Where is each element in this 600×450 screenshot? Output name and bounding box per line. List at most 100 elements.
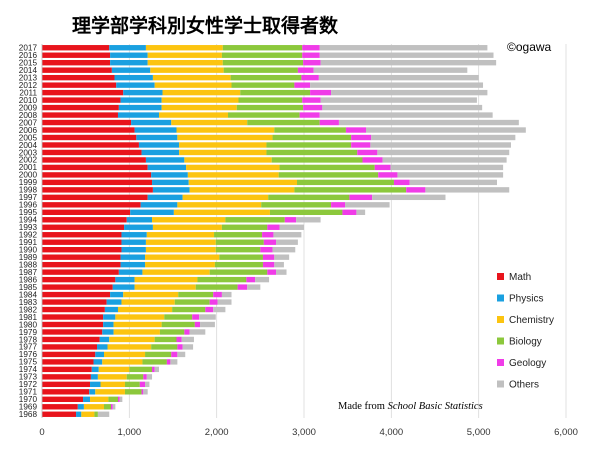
bar-segment-math — [42, 261, 121, 268]
bar-segment-chemistry — [83, 404, 105, 410]
bar-segment-others — [382, 157, 507, 163]
bar-row-1974 — [42, 366, 160, 373]
legend-item-geology: Geology — [497, 358, 546, 369]
x-axis: 0 1,000 2,000 3,000 4,000 5,000 6,000 — [39, 427, 578, 438]
bar-segment-physics — [99, 336, 110, 343]
bar-segment-geology — [139, 381, 146, 388]
bar-segment-chemistry — [188, 179, 298, 186]
bar-segment-chemistry — [146, 232, 215, 238]
y-tick-label: 1985 — [19, 283, 38, 292]
bar-segment-math — [42, 157, 146, 163]
bars — [42, 45, 526, 417]
bar-segment-physics — [121, 232, 147, 238]
bar-segment-others — [247, 284, 261, 290]
y-tick-label: 1968 — [19, 410, 38, 419]
bar-segment-math — [42, 247, 122, 253]
y-tick-label: 1972 — [19, 380, 38, 389]
bar-segment-others — [338, 119, 519, 126]
bar-segment-chemistry — [154, 82, 232, 88]
bar-segment-physics — [120, 261, 146, 268]
bar-segment-physics — [120, 97, 162, 103]
bar-segment-math — [42, 411, 77, 417]
bar-segment-biology — [240, 89, 311, 96]
bar-segment-biology — [219, 254, 263, 260]
bar-segment-others — [146, 374, 153, 380]
bar-segment-biology — [294, 187, 407, 193]
bar-segment-math — [42, 104, 119, 111]
y-tick-label: 1983 — [19, 298, 38, 307]
bar-segment-math — [42, 89, 124, 96]
bar-segment-geology — [205, 306, 214, 313]
bar-segment-others — [143, 389, 148, 395]
bar-segment-biology — [261, 202, 332, 208]
bar-segment-math — [42, 276, 116, 283]
y-tick-label: 1969 — [19, 403, 38, 412]
bar-segment-others — [319, 112, 493, 118]
bar-segment-others — [272, 247, 296, 253]
legend-label: Geology — [509, 358, 546, 369]
bar-segment-physics — [93, 359, 103, 365]
bar-segment-biology — [214, 261, 263, 268]
bar-row-2000 — [42, 172, 504, 178]
bar-segment-biology — [236, 104, 304, 111]
bar-segment-physics — [110, 60, 148, 66]
bar-segment-biology — [151, 344, 178, 350]
legend-item-others: Others — [497, 380, 539, 391]
bar-row-2007 — [42, 119, 519, 126]
legend-item-chemistry: Chemistry — [497, 315, 554, 326]
bar-segment-biology — [221, 224, 268, 230]
bar-segment-geology — [260, 247, 273, 253]
bar-segment-physics — [131, 119, 172, 126]
legend-swatch — [497, 294, 504, 302]
bar-segment-physics — [120, 254, 146, 260]
bar-segment-math — [42, 291, 111, 298]
bar-segment-geology — [351, 134, 372, 141]
bar-segment-others — [255, 276, 270, 283]
x-tick-label: 3,000 — [292, 427, 316, 438]
bar-segment-chemistry — [152, 74, 231, 81]
bar-segment-chemistry — [145, 239, 216, 245]
bar-segment-biology — [145, 351, 172, 358]
bar-row-1998 — [42, 187, 510, 193]
bar-segment-chemistry — [100, 381, 125, 388]
bar-segment-others — [181, 336, 194, 343]
bar-segment-geology — [302, 97, 321, 103]
bar-segment-physics — [110, 291, 124, 298]
bar-segment-math — [42, 344, 98, 350]
bar-segment-physics — [90, 374, 98, 380]
bar-segment-others — [189, 329, 206, 335]
bar-segment-physics — [140, 202, 178, 208]
y-tick-label: 2003 — [19, 148, 38, 157]
bar-segment-geology — [331, 202, 346, 208]
bar-segment-chemistry — [159, 112, 229, 118]
bar-row-1976 — [42, 351, 186, 358]
bar-segment-biology — [228, 112, 300, 118]
y-tick-label: 2008 — [19, 111, 38, 120]
y-tick-label: 2017 — [19, 44, 38, 53]
bar-segment-biology — [209, 269, 268, 275]
y-tick-label: 1998 — [19, 186, 38, 195]
bar-segment-biology — [197, 276, 247, 283]
bar-segment-math — [42, 224, 125, 230]
bar-segment-chemistry — [147, 60, 223, 66]
bar-row-2010 — [42, 97, 477, 103]
bar-segment-physics — [126, 217, 153, 223]
bar-segment-geology — [393, 179, 410, 186]
bar-segment-chemistry — [121, 299, 175, 305]
bar-segment-biology — [142, 359, 167, 365]
bar-segment-chemistry — [150, 67, 224, 73]
bar-segment-chemistry — [134, 284, 196, 290]
bar-segment-biology — [195, 284, 238, 290]
source-title: School Basic Statistics — [388, 401, 483, 412]
y-tick-label: 1984 — [19, 290, 38, 299]
bar-row-2004 — [42, 142, 511, 148]
bar-segment-math — [42, 217, 127, 223]
bar-segment-math — [42, 187, 153, 193]
y-tick-label: 2010 — [19, 96, 38, 105]
bar-segment-physics — [83, 396, 91, 402]
bar-segment-others — [213, 306, 226, 313]
bar-segment-physics — [121, 247, 146, 253]
bar-segment-geology — [302, 52, 320, 58]
bar-row-1986 — [42, 276, 270, 283]
bar-segment-geology — [351, 142, 371, 148]
